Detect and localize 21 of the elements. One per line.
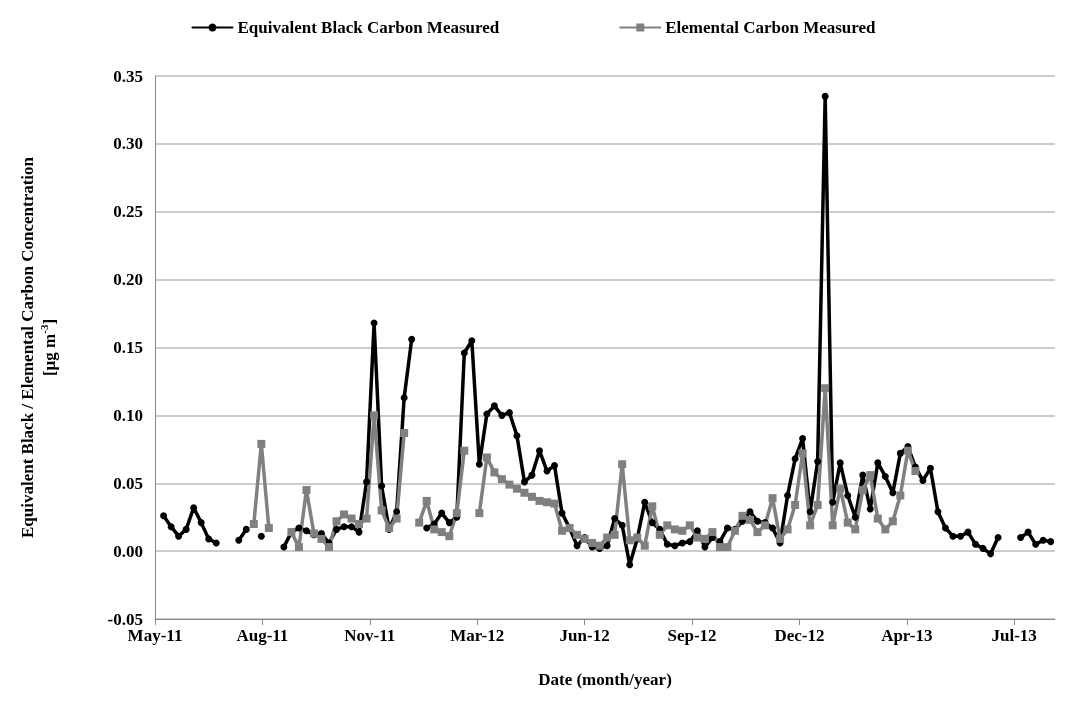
x-tick-label: Aug-11 (236, 626, 289, 645)
x-tick-label: Sep-12 (667, 626, 717, 645)
y-tick-label: 0.10 (113, 405, 143, 425)
x-tick-label: Dec-12 (774, 626, 825, 645)
y-tick-label: 0.15 (113, 338, 143, 357)
x-axis-title: Date (month/year) (538, 670, 672, 689)
y-tick-label: 0.05 (113, 473, 143, 493)
y-tick-label: 0.00 (113, 541, 143, 561)
legend-label: Equivalent Black Carbon Measured (237, 18, 500, 37)
x-tick-label: Jun-12 (559, 626, 610, 645)
legend-label: Elemental Carbon Measured (665, 18, 877, 37)
y-tick-label: 0.20 (113, 270, 143, 290)
y-tick-label: -0.05 (107, 609, 143, 629)
x-tick-label: May-11 (127, 626, 183, 645)
x-tick-label: Mar-12 (450, 626, 505, 645)
x-tick-label: Apr-13 (881, 626, 933, 645)
y-tick-label: 0.25 (113, 202, 143, 222)
x-tick-label: Nov-11 (344, 626, 396, 645)
x-tick-label: Jul-13 (991, 626, 1037, 645)
y-tick-label: 0.35 (113, 66, 143, 86)
y-tick-label: 0.30 (113, 134, 143, 154)
